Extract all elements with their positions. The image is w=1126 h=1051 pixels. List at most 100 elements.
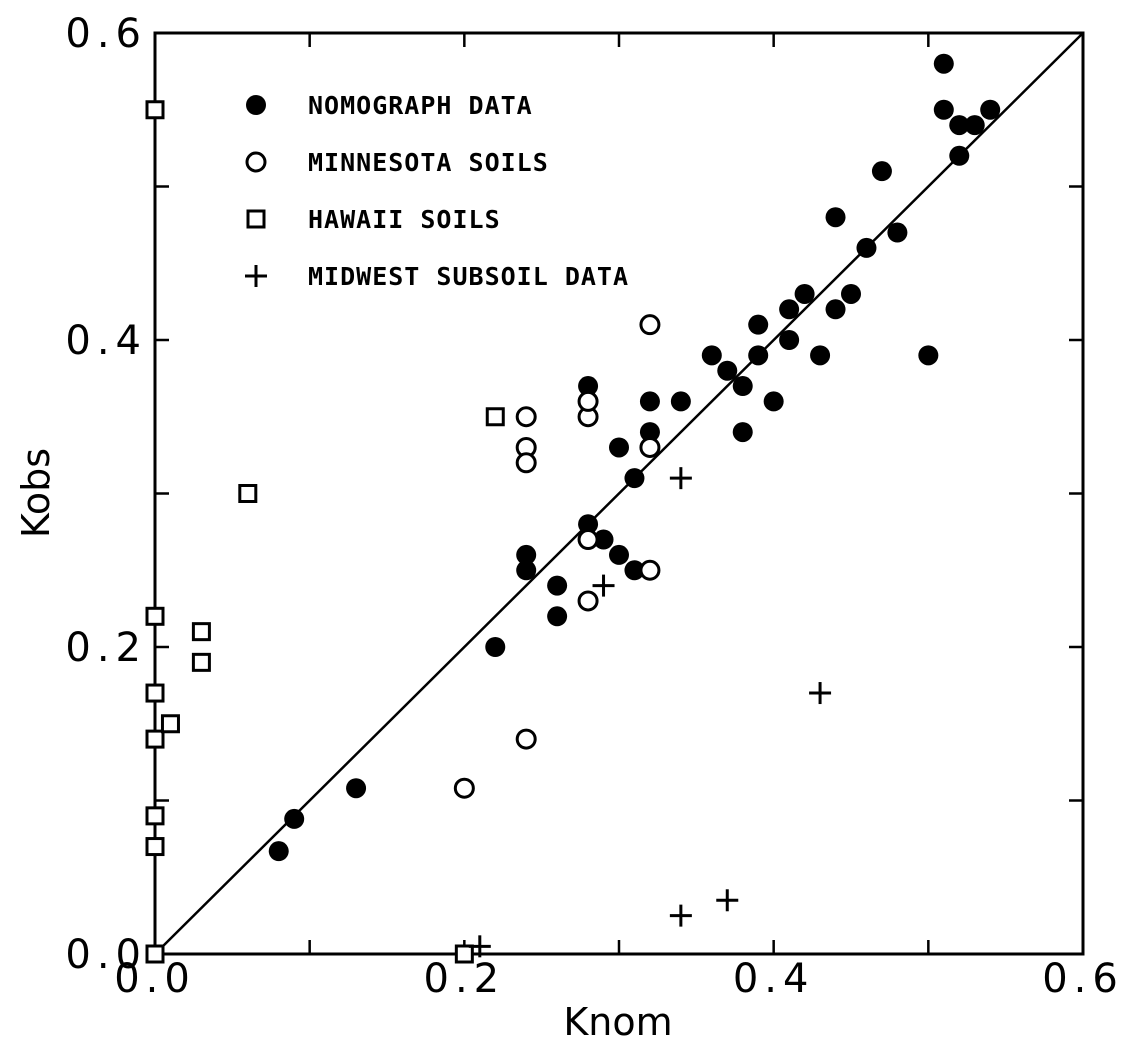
legend-marker-midwest-subsoil-data	[245, 265, 267, 287]
data-point-nomograph-data	[516, 560, 537, 581]
x-axis-label: Knom	[563, 1000, 672, 1044]
data-point-nomograph-data	[810, 345, 831, 366]
data-point-nomograph-data	[346, 778, 367, 799]
data-point-nomograph-data	[980, 99, 1001, 120]
data-point-minnesota-soils	[577, 529, 599, 551]
data-points-group	[145, 53, 1001, 964]
data-point-nomograph-data	[856, 237, 877, 258]
data-point-midwest-subsoil-data	[669, 467, 692, 490]
data-point-minnesota-soils	[639, 559, 661, 581]
data-point-minnesota-soils	[577, 390, 599, 412]
data-point-nomograph-data	[578, 514, 599, 535]
data-point-nomograph-data	[918, 345, 939, 366]
data-point-nomograph-data	[670, 391, 691, 412]
data-point-minnesota-soils	[577, 590, 599, 612]
data-point-nomograph-data	[547, 575, 568, 596]
data-point-nomograph-data	[609, 437, 629, 458]
y-tick-label: 0.0	[65, 932, 147, 978]
data-point-nomograph-data	[871, 161, 892, 182]
data-point-hawaii-soils	[145, 606, 165, 626]
reference-line	[154, 32, 1084, 955]
data-point-nomograph-data	[933, 99, 954, 120]
data-point-minnesota-soils	[639, 436, 661, 458]
series-nomograph-data	[268, 53, 1001, 862]
data-point-nomograph-data	[624, 468, 645, 489]
series-hawaii-soils	[145, 100, 505, 964]
legend-label-nomograph-data: NOMOGRAPH DATA	[308, 91, 533, 120]
data-point-minnesota-soils	[515, 452, 537, 474]
data-point-nomograph-data	[779, 299, 800, 320]
legend-marker-nomograph-data	[246, 95, 266, 115]
reference-line-group	[154, 32, 1084, 955]
series-minnesota-soils	[453, 314, 661, 799]
data-point-minnesota-soils	[515, 406, 537, 428]
data-point-nomograph-data	[748, 314, 769, 335]
data-point-midwest-subsoil-data	[809, 682, 832, 705]
legend-label-hawaii-soils: HAWAII SOILS	[308, 205, 501, 234]
y-tick-label: 0.6	[65, 11, 147, 57]
data-point-minnesota-soils	[453, 777, 475, 799]
data-point-nomograph-data	[748, 345, 769, 366]
legend-label-minnesota-soils: MINNESOTA SOILS	[308, 148, 549, 177]
y-tick-label: 0.4	[65, 318, 147, 364]
data-point-nomograph-data	[485, 637, 506, 657]
data-point-nomograph-data	[593, 529, 614, 550]
data-point-minnesota-soils	[639, 314, 661, 336]
legend-label-midwest-subsoil-data: MIDWEST SUBSOIL DATA	[308, 262, 629, 291]
data-point-hawaii-soils	[145, 100, 165, 120]
data-point-nomograph-data	[732, 376, 753, 397]
data-point-hawaii-soils	[160, 714, 180, 734]
series-midwest-subsoil-data	[468, 467, 832, 958]
data-point-hawaii-soils	[191, 622, 211, 642]
data-point-nomograph-data	[639, 422, 660, 443]
data-point-nomograph-data	[701, 345, 722, 366]
x-tick-label: 0.4	[733, 956, 815, 1002]
data-point-nomograph-data	[639, 391, 660, 412]
data-point-hawaii-soils	[191, 652, 211, 672]
data-point-nomograph-data	[284, 808, 305, 829]
data-point-midwest-subsoil-data	[468, 935, 491, 958]
legend-marker-minnesota-soils	[245, 151, 267, 173]
x-tick-label: 0.2	[424, 956, 506, 1002]
data-point-nomograph-data	[887, 222, 908, 243]
data-point-nomograph-data	[933, 53, 954, 74]
data-point-nomograph-data	[268, 841, 289, 862]
data-point-midwest-subsoil-data	[669, 904, 692, 927]
data-point-hawaii-soils	[145, 944, 165, 964]
data-point-midwest-subsoil-data	[716, 889, 739, 912]
data-point-nomograph-data	[779, 330, 800, 350]
data-point-nomograph-data	[825, 207, 846, 228]
plot-frame: 0.0 0.2 0.4 0.6 0.0 0.2 0.4 0.6	[65, 11, 1124, 1002]
data-point-midwest-subsoil-data	[592, 574, 615, 597]
data-point-nomograph-data	[794, 283, 815, 304]
legend-marker-hawaii-soils	[246, 209, 266, 229]
data-point-hawaii-soils	[145, 837, 165, 857]
data-point-nomograph-data	[624, 560, 645, 581]
data-point-hawaii-soils	[485, 407, 505, 427]
data-point-nomograph-data	[717, 360, 738, 381]
data-point-nomograph-data	[732, 422, 753, 443]
data-point-minnesota-soils	[515, 728, 537, 750]
data-point-hawaii-soils	[145, 729, 165, 749]
data-point-nomograph-data	[841, 283, 861, 304]
data-point-hawaii-soils	[238, 484, 258, 503]
data-point-nomograph-data	[949, 145, 970, 166]
data-point-hawaii-soils	[145, 806, 165, 826]
data-point-nomograph-data	[578, 376, 599, 397]
data-point-hawaii-soils	[145, 683, 165, 703]
data-point-nomograph-data	[825, 299, 846, 320]
legend: NOMOGRAPH DATA MINNESOTA SOILS HAWAII SOIL…	[245, 91, 629, 291]
data-point-hawaii-soils	[454, 944, 474, 964]
y-tick-label: 0.2	[65, 625, 147, 671]
y-axis-label: Kobs	[14, 448, 58, 538]
data-point-nomograph-data	[763, 391, 784, 412]
data-point-nomograph-data	[964, 115, 985, 136]
data-point-nomograph-data	[609, 544, 629, 565]
data-point-nomograph-data	[547, 606, 568, 627]
x-tick-label: 0.0	[114, 956, 196, 1002]
data-point-nomograph-data	[516, 544, 537, 565]
data-point-nomograph-data	[949, 115, 970, 136]
x-tick-label: 0.6	[1042, 956, 1124, 1002]
